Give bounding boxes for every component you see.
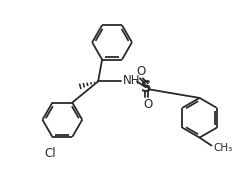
- Text: Cl: Cl: [45, 147, 56, 160]
- Text: CH₃: CH₃: [213, 143, 233, 153]
- Text: NH: NH: [123, 74, 141, 87]
- Text: S: S: [141, 80, 151, 95]
- Text: O: O: [143, 98, 152, 111]
- Text: O: O: [136, 65, 145, 78]
